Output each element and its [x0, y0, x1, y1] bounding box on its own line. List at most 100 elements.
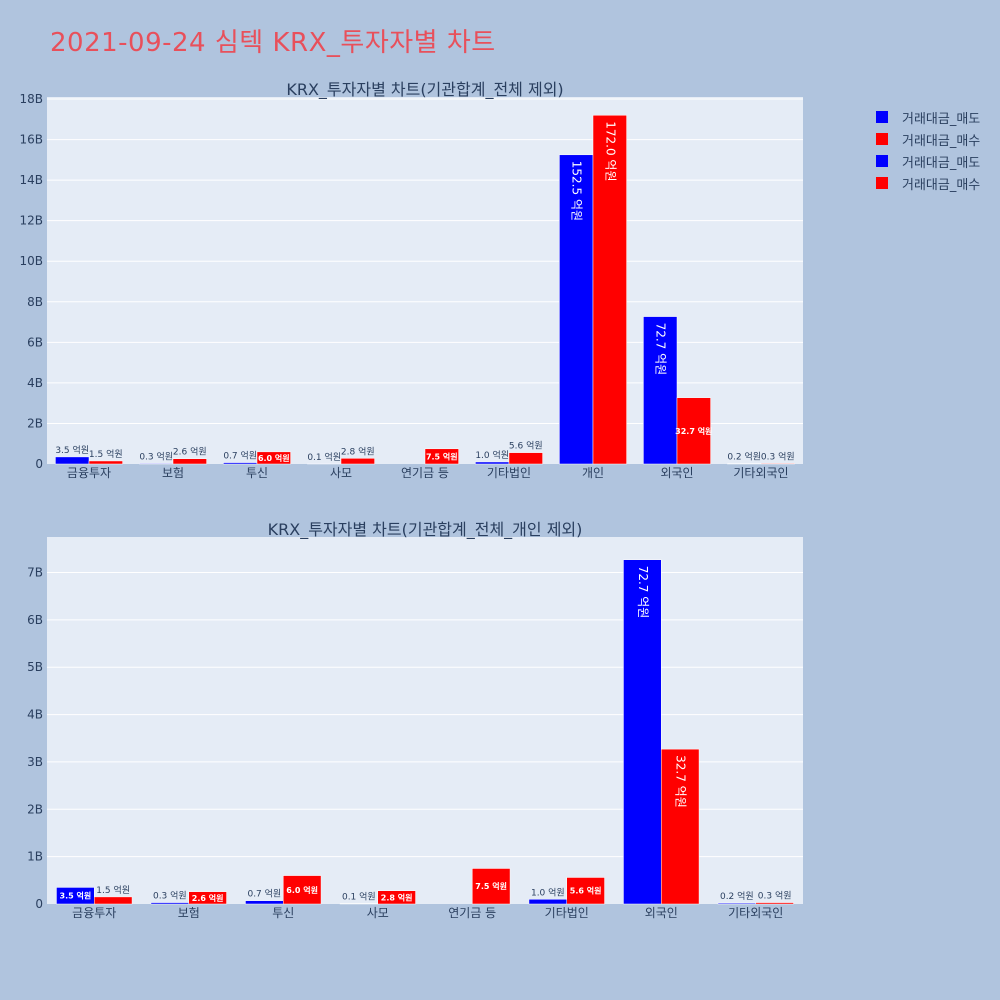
bar-sell	[528, 899, 568, 905]
bar-buy	[760, 463, 795, 465]
data-label: 0.3 억원	[758, 890, 792, 902]
y-tick-label: 8B	[27, 295, 43, 309]
bar-buy	[661, 748, 700, 905]
chart-title: KRX_투자자별 차트(기관합계_전체 제외)	[286, 80, 563, 100]
data-label: 32.7 억원	[674, 755, 688, 808]
data-label: 7.5 억원	[426, 451, 458, 461]
x-tick-label: 개인	[582, 466, 604, 480]
bar-buy	[88, 460, 123, 465]
data-label: 72.7 억원	[636, 566, 650, 619]
chart-title: KRX_투자자별 차트(기관합계_전체_개인 제외)	[268, 520, 583, 540]
data-label: 0.1 억원	[307, 451, 341, 463]
bar-buy	[676, 397, 711, 465]
bar-sell	[56, 887, 95, 905]
x-tick-label: 기타외국인	[728, 906, 783, 920]
data-label: 72.7 억원	[654, 323, 668, 376]
legend-label: 거래대금_매수	[902, 177, 981, 193]
y-tick-label: 14B	[19, 173, 43, 187]
y-tick-label: 2B	[27, 802, 43, 816]
bar-buy	[566, 877, 605, 905]
y-tick-label: 6B	[27, 613, 43, 627]
bar-buy	[256, 451, 291, 465]
data-label: 172.0 억원	[603, 121, 617, 181]
legend-label: 거래대금_매수	[902, 133, 981, 149]
bar-sell	[475, 461, 510, 465]
x-tick-label: 기타법인	[487, 466, 531, 480]
data-label: 3.5 억원	[55, 444, 89, 456]
data-label: 5.6 억원	[509, 440, 543, 452]
x-tick-label: 외국인	[645, 906, 678, 920]
data-label: 152.5 억원	[570, 161, 584, 221]
y-tick-label: 5B	[27, 660, 43, 674]
bar-buy	[755, 902, 794, 905]
bar-buy	[172, 458, 207, 465]
data-label: 6.0 억원	[258, 453, 290, 463]
x-tick-label: 연기금 등	[448, 906, 496, 920]
legend-swatch-sell	[876, 155, 888, 167]
y-tick-label: 2B	[27, 416, 43, 430]
data-label: 0.3 억원	[139, 450, 173, 462]
bar-sell	[139, 463, 174, 465]
data-label: 7.5 억원	[475, 881, 507, 891]
x-tick-label: 투신	[272, 906, 294, 920]
bar-sell	[150, 902, 189, 905]
data-label: 0.7 억원	[223, 450, 257, 462]
data-label: 1.0 억원	[475, 449, 509, 461]
data-label: 1.5 억원	[96, 884, 130, 896]
legend-label: 거래대금_매도	[902, 155, 981, 171]
y-tick-label: 0	[35, 897, 43, 911]
x-tick-label: 기타외국인	[733, 466, 788, 480]
x-tick-label: 사모	[367, 906, 389, 920]
legend[interactable]: 거래대금_매도 거래대금_매수 거래대금_매도 거래대금_매수	[876, 106, 980, 194]
y-tick-label: 1B	[27, 850, 43, 864]
legend-item-buy[interactable]: 거래대금_매수	[876, 172, 980, 194]
y-tick-label: 12B	[19, 214, 43, 228]
data-label: 6.0 억원	[286, 885, 318, 895]
x-tick-label: 사모	[330, 466, 352, 480]
bar-buy	[472, 868, 511, 905]
bar-buy	[94, 896, 133, 905]
bar-sell	[643, 316, 678, 465]
y-tick-label: 3B	[27, 755, 43, 769]
y-tick-label: 0	[35, 457, 43, 471]
x-tick-label: 금융투자	[72, 906, 116, 920]
data-label: 32.7 억원	[675, 426, 712, 436]
bar-buy	[340, 458, 375, 465]
data-label: 0.3 억원	[153, 890, 187, 902]
y-tick-label: 18B	[19, 92, 43, 106]
y-tick-label: 7B	[27, 566, 43, 580]
bar-sell	[717, 902, 757, 905]
data-label: 5.6 억원	[570, 886, 602, 896]
data-label: 2.6 억원	[192, 893, 224, 903]
x-tick-label: 금융투자	[67, 466, 111, 480]
bar-buy	[188, 891, 227, 905]
y-tick-label: 16B	[19, 133, 43, 147]
data-label: 0.1 억원	[342, 891, 376, 903]
data-label: 1.5 억원	[89, 448, 123, 460]
bar-buy	[508, 452, 543, 465]
data-label: 0.2 억원	[727, 451, 761, 463]
legend-swatch-sell	[876, 111, 888, 123]
y-tick-label: 4B	[27, 708, 43, 722]
x-tick-label: 투신	[246, 466, 268, 480]
x-tick-label: 외국인	[660, 466, 693, 480]
data-label: 1.0 억원	[531, 886, 565, 898]
legend-item-sell[interactable]: 거래대금_매도	[876, 106, 980, 128]
x-tick-label: 보험	[178, 906, 200, 920]
bar-sell	[55, 456, 90, 465]
x-tick-label: 보험	[162, 466, 184, 480]
legend-item-buy[interactable]: 거래대금_매수	[876, 128, 980, 150]
x-tick-label: 기타법인	[545, 906, 589, 920]
data-label: 2.6 억원	[173, 446, 207, 458]
bar-buy	[424, 448, 459, 465]
bar-sell	[223, 462, 258, 465]
legend-item-sell[interactable]: 거래대금_매도	[876, 150, 980, 172]
x-tick-label: 연기금 등	[401, 466, 449, 480]
y-tick-label: 4B	[27, 376, 43, 390]
data-label: 0.7 억원	[247, 888, 281, 900]
bar-buy	[377, 890, 416, 905]
data-label: 2.8 억원	[341, 445, 375, 457]
page-title: 2021-09-24 심텍 KRX_투자자별 차트	[50, 28, 496, 58]
bar-sell	[245, 900, 284, 905]
